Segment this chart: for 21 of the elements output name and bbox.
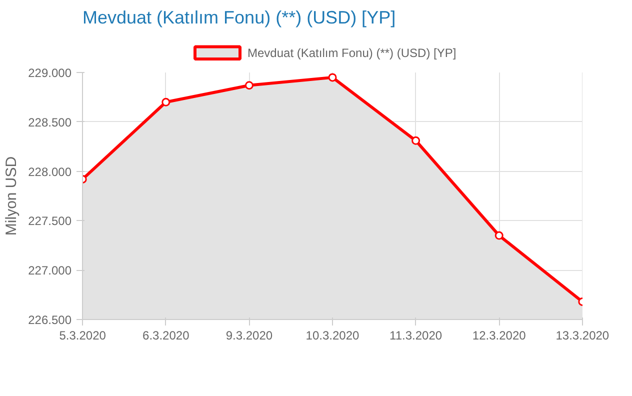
y-tick-label: 226.500 (28, 313, 72, 327)
point (162, 98, 170, 106)
y-tick-label: 228.500 (28, 115, 72, 130)
y-tick-label: 228.000 (28, 164, 72, 179)
y-tick-label: 229.000 (28, 66, 72, 80)
x-tick-label: 12.3.2020 (472, 328, 526, 342)
point (244, 81, 254, 90)
x-tick-label: 9.3.2020 (226, 328, 273, 342)
x-tick-label: 13.3.2020 (556, 328, 610, 342)
y-tick-label: 227.000 (28, 264, 72, 278)
legend-label: Mevduat (Katılım Fonu) (**) (USD) [YP] (248, 46, 456, 60)
point (494, 231, 504, 240)
x-tick-label: 6.3.2020 (142, 328, 190, 342)
chart-title: Mevduat (Katılım Fonu) (**) (USD) [YP] (82, 8, 396, 28)
y-tick-label: 227.500 (28, 214, 72, 228)
x-tick-label: 11.3.2020 (390, 328, 442, 342)
point (412, 136, 420, 145)
y-axis-title: Milyon USD (3, 156, 20, 236)
x-tick-label: 5.3.2020 (59, 328, 106, 342)
x-tick-label: 10.3.2020 (306, 328, 360, 342)
point (328, 73, 337, 82)
